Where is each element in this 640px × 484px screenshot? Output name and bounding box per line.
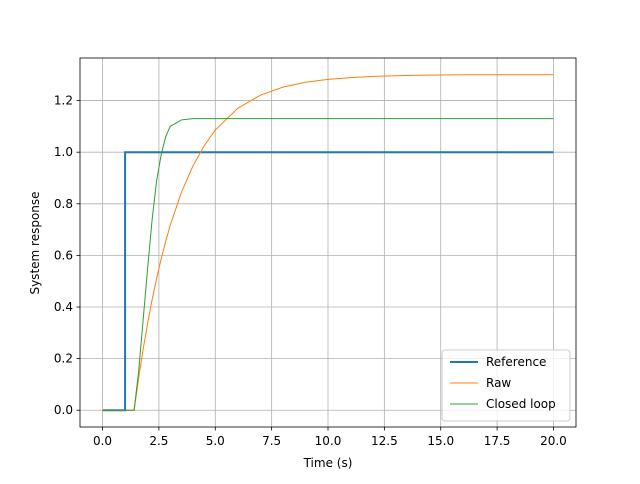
y-axis-label: System response [28,191,42,294]
legend: Reference Raw Closed loop [441,349,571,422]
series-line [102,74,554,411]
x-tick-label: 5.0 [206,434,225,448]
x-tick-label: 17.5 [484,434,511,448]
y-tick-label: 0.6 [54,248,73,262]
x-tick-label: 20.0 [540,434,567,448]
plot-frame [79,57,577,428]
y-tick-label: 0.0 [54,403,73,417]
legend-label: Closed loop [486,397,556,411]
y-tick-label: 1.0 [54,145,73,159]
legend-box [441,349,571,422]
y-tick-label: 0.2 [54,352,73,366]
series-line [102,151,554,412]
y-tick-label: 0.4 [54,300,73,314]
legend-label: Reference [486,355,546,369]
x-tick-label: 2.5 [149,434,168,448]
x-axis-label: Time (s) [303,456,353,470]
legend-label: Raw [486,376,511,390]
x-tick-label: 15.0 [427,434,454,448]
y-tick-label: 0.8 [54,197,73,211]
series-line [102,118,554,411]
x-tick-label: 0.0 [93,434,112,448]
x-tick-label: 10.0 [315,434,342,448]
x-tick-label: 12.5 [371,434,398,448]
x-tick-label: 7.5 [262,434,281,448]
y-tick-label: 1.2 [54,94,73,108]
